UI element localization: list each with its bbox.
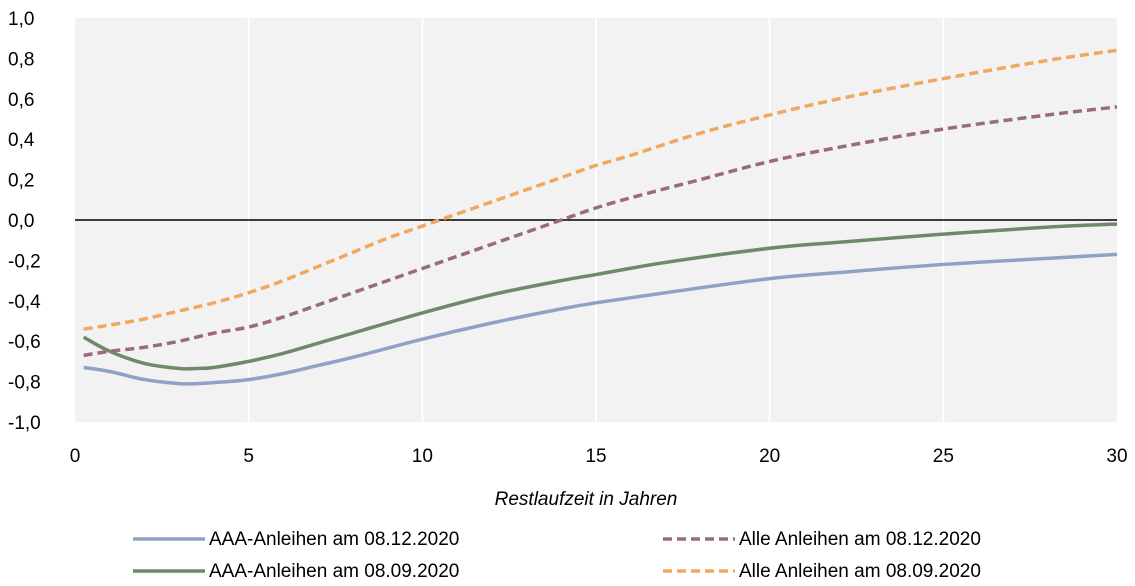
y-tick-label: 0,4: [8, 130, 35, 151]
y-tick-label: -0,2: [8, 251, 41, 272]
series-lines: [82, 48, 1118, 386]
legend-label-2: AAA-Anleihen am 08.09.2020: [209, 561, 459, 582]
x-tick-label: 0: [70, 446, 81, 467]
x-axis-label: Restlaufzeit in Jahren: [495, 489, 678, 510]
x-axis-tick-labels: 0 5 10 15 20 25 30: [70, 446, 1128, 467]
y-tick-label: -0,8: [8, 373, 41, 394]
y-tick-label: 0,2: [8, 171, 34, 192]
y-tick-label: 0,6: [8, 90, 34, 111]
x-tick-label: 5: [243, 446, 254, 467]
legend-label-3: Alle Anleihen am 08.12.2020: [739, 529, 981, 550]
y-tick-label: -0,4: [8, 292, 41, 313]
series-line-2: [82, 222, 1118, 371]
series-line-1: [83, 252, 1118, 386]
y-tick-label: -1,0: [8, 413, 41, 434]
series-line-4: [83, 48, 1118, 331]
y-tick-label: -0,6: [8, 332, 41, 353]
series-line-3: [83, 105, 1118, 358]
legend: AAA-Anleihen am 08.12.2020 Alle Anleihen …: [133, 529, 981, 582]
x-tick-label: 10: [412, 446, 433, 467]
x-tick-label: 20: [759, 446, 780, 467]
x-tick-label: 15: [585, 446, 606, 467]
x-tick-label: 30: [1106, 446, 1127, 467]
x-tick-label: 25: [933, 446, 954, 467]
legend-label-4: Alle Anleihen am 08.09.2020: [739, 561, 981, 582]
y-axis-tick-labels: 1,0 0,8 0,6 0,4 0,2 0,0 -0,2 -0,4 -0,6 -0,8 -1,0: [8, 9, 41, 434]
y-tick-label: 0,0: [8, 211, 34, 232]
legend-label-1: AAA-Anleihen am 08.12.2020: [209, 529, 459, 550]
y-tick-label: 1,0: [8, 9, 34, 30]
y-tick-label: 0,8: [8, 49, 34, 70]
